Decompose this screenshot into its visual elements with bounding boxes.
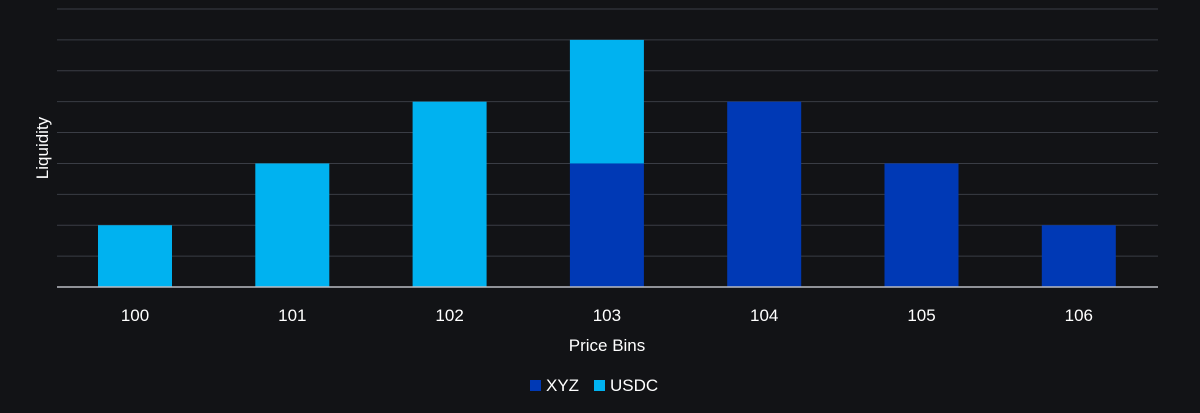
bars — [98, 39, 1116, 288]
bar-xyz-103 — [569, 163, 644, 287]
x-tick-label: 103 — [593, 306, 621, 325]
x-axis-title: Price Bins — [569, 336, 646, 355]
x-tick-label: 100 — [121, 306, 149, 325]
legend: XYZ USDC — [530, 376, 658, 395]
legend-label-usdc: USDC — [610, 376, 658, 395]
bar-usdc-102 — [412, 101, 487, 288]
x-tick-labels: 100 101 102 103 104 105 106 — [121, 306, 1093, 325]
bar-xyz-106 — [1041, 225, 1116, 287]
legend-swatch-xyz — [530, 380, 541, 391]
x-tick-label: 105 — [907, 306, 935, 325]
y-axis-title: Liquidity — [33, 116, 52, 179]
legend-label-xyz: XYZ — [546, 376, 579, 395]
legend-swatch-usdc — [594, 380, 605, 391]
x-tick-label: 101 — [278, 306, 306, 325]
bar-usdc-101 — [255, 163, 330, 287]
x-tick-label: 104 — [750, 306, 778, 325]
bar-usdc-100 — [98, 225, 172, 287]
x-tick-label: 102 — [435, 306, 463, 325]
x-tick-label: 106 — [1065, 306, 1093, 325]
bar-usdc-103 — [569, 39, 644, 164]
bar-xyz-104 — [727, 101, 802, 288]
bar-xyz-105 — [884, 163, 959, 287]
